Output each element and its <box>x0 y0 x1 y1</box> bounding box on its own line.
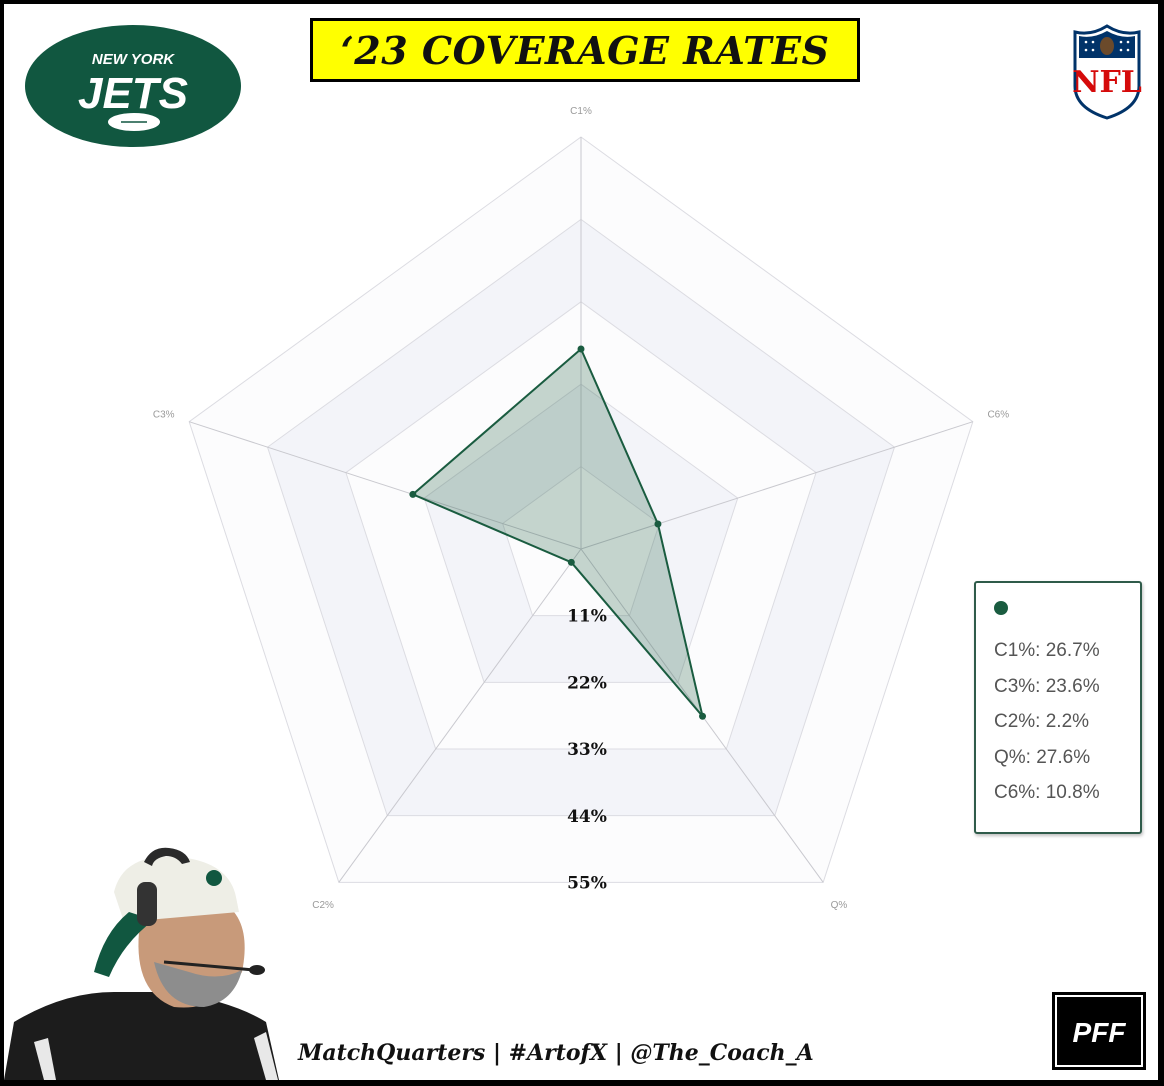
grid-spoke <box>580 421 973 550</box>
infographic: C1% C6% Q% C2% C3% 11% 22% 33% 44% 55% ‘23 COVERA… <box>4 4 1158 1080</box>
chart-legend: C1%: 26.7% C3%: 23.6% C2%: 2.2% Q%: 27.6… <box>974 581 1142 834</box>
series-area <box>411 347 704 718</box>
axis-label: C1% <box>570 106 592 117</box>
radar-labels: C1% C6% Q% C2% C3% 11% 22% 33% 44% 55% <box>153 106 1009 911</box>
nfl-logo-text: NFL <box>1072 65 1142 100</box>
axis-label: C3% <box>153 409 175 420</box>
series-point <box>699 712 707 720</box>
radar-grid <box>188 136 974 883</box>
series-point <box>577 345 585 353</box>
legend-entry-c3: C3%: 23.6% <box>994 675 1100 697</box>
footer-credits: MatchQuarters | #ArtofX | @The_Coach_A <box>298 1040 814 1066</box>
series-point <box>567 558 575 566</box>
radar-chart: C1% C6% Q% C2% C3% 11% 22% 33% 44% 55% <box>153 106 1009 911</box>
legend-entry-c1: C1%: 26.7% <box>994 640 1100 661</box>
new-york-jets-logo-icon: NEW YORK JETS <box>25 25 241 147</box>
ring-label: 11% <box>567 607 607 627</box>
pff-logo-icon: PFF <box>1052 992 1146 1070</box>
coach-photo-icon <box>4 847 279 1080</box>
grid-spoke <box>338 548 582 883</box>
pff-logo-text: PFF <box>1073 1017 1127 1048</box>
legend-entry-q: Q%: 27.6% <box>994 746 1091 768</box>
title-banner: ‘23 COVERAGE RATES <box>310 18 860 82</box>
legend-entry-c2: C2%: 2.2% <box>994 711 1090 732</box>
jets-logo-wordmark: JETS <box>78 69 188 118</box>
axis-label: Q% <box>831 900 848 911</box>
grid-spoke <box>189 421 582 550</box>
legend-entry-c6: C6%: 10.8% <box>994 782 1100 803</box>
ring-label: 33% <box>567 740 607 760</box>
nfl-shield-logo-icon: NFL <box>1072 24 1142 120</box>
axis-label: C6% <box>987 409 1009 420</box>
page-title: ‘23 COVERAGE RATES <box>340 27 830 73</box>
legend-series-marker <box>994 601 1008 615</box>
series-point <box>409 490 417 498</box>
jets-logo-subtext: NEW YORK <box>92 51 175 68</box>
ring-label: 44% <box>567 807 607 827</box>
axis-label: C2% <box>312 900 334 911</box>
ring-label: 55% <box>567 874 607 894</box>
series-point <box>654 520 662 528</box>
ring-label: 22% <box>567 673 607 693</box>
radar-series <box>409 345 707 720</box>
